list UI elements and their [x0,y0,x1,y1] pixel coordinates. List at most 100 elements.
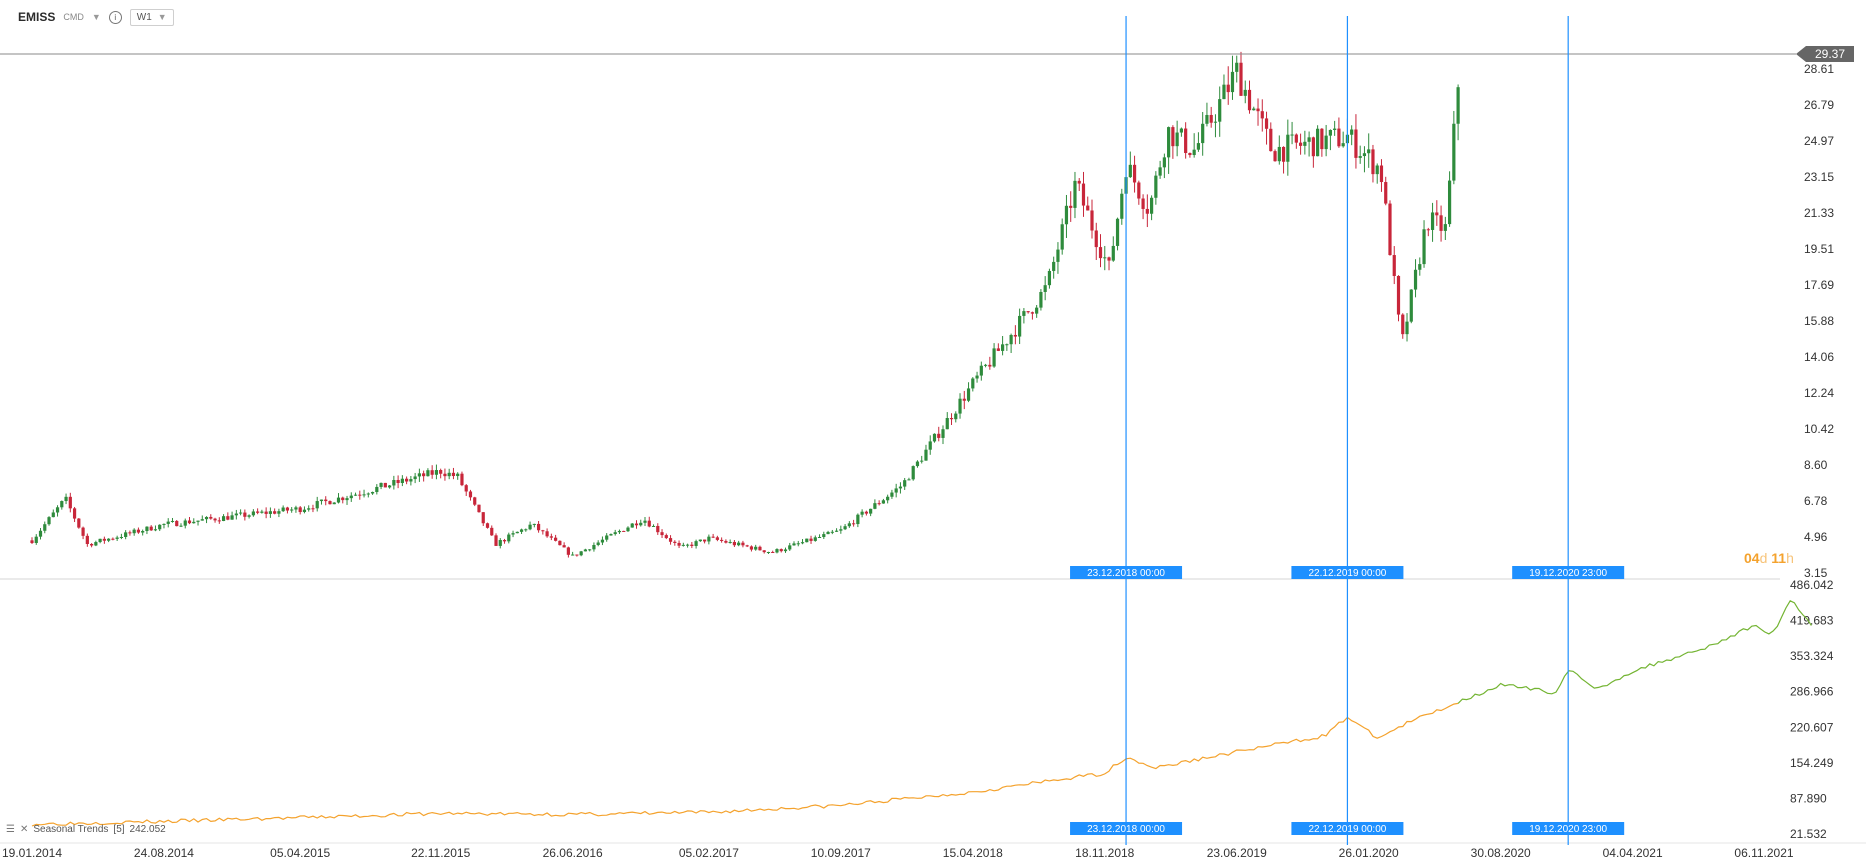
candle-down [383,482,387,488]
candle-down [1188,153,1192,156]
candle-down [85,535,89,545]
current-price-value: 29.37 [1815,47,1845,61]
candle-up [1162,157,1166,168]
candle-down [396,479,400,483]
candle-down [668,538,673,542]
candle-up [528,524,532,530]
candle-up [1205,114,1209,124]
date-tick-label: 26.06.2016 [543,846,603,860]
candle-up [694,541,698,546]
close-icon[interactable]: ✕ [19,824,29,835]
candle-up [737,542,741,546]
candle-up [596,542,600,545]
candle-up [834,530,839,532]
period-marker-label: 22.12.2019 00:00 [1308,568,1386,579]
candle-down [175,520,179,527]
period-marker-badge [1070,566,1183,579]
candle-down [1107,257,1111,261]
candle-up [409,479,413,482]
candle-down [745,545,749,547]
candle-down [1264,118,1269,129]
candle-up [162,523,166,525]
candle-up [643,520,647,523]
candle-up [775,549,779,553]
candle-down [1273,151,1277,162]
candle-up [1073,180,1077,208]
date-tick-label: 06.11.2021 [1734,846,1793,860]
candle-up [860,511,864,515]
candle-down [328,501,332,505]
date-tick-label: 15.04.2018 [943,846,1003,860]
candle-down [541,530,545,532]
candle-up [1022,311,1026,316]
candle-up [822,534,826,537]
candle-down [1026,311,1030,313]
date-tick-label: 23.06.2019 [1207,846,1267,860]
candle-down [779,549,783,552]
candle-up [609,534,613,536]
candle-up [1179,128,1183,133]
candle-up [890,492,894,497]
info-icon[interactable]: i [108,10,122,24]
candle-down [1098,247,1103,259]
candle-up [1196,143,1201,150]
candle-down [111,538,115,540]
candle-up [413,476,417,480]
candle-up [1350,129,1354,135]
market-label: CMD [63,12,84,22]
candle-up [1043,285,1047,292]
indicator-tick-label: 353.324 [1790,649,1834,663]
candle-up [1375,165,1379,175]
candle-up [387,485,392,488]
candle-up [251,511,255,516]
candle-up [1358,156,1362,158]
timeframe-select[interactable]: W1 ▼ [129,8,174,26]
candle-down [962,398,966,401]
date-tick-label: 24.08.2014 [134,846,194,860]
candle-up [247,515,251,517]
candle-up [1167,127,1171,158]
candle-down [209,516,213,519]
candle-down [30,540,34,543]
candle-up [681,544,685,546]
candle-up [1243,89,1247,96]
symbol-name: EMISS [18,10,56,24]
candle-down [213,518,217,521]
current-price-tag [1796,46,1854,62]
candle-up [707,536,711,542]
candle-down [285,507,290,511]
chevron-down-icon[interactable]: ▼ [91,12,101,22]
seasonal-line-past [31,702,1459,827]
price-tick-label: 10.42 [1804,422,1834,436]
period-marker-badge [1291,822,1404,835]
candle-up [886,496,890,501]
candle-up [124,532,128,537]
candle-up [928,441,932,450]
candle-down [1337,128,1341,147]
candle-up [294,507,298,510]
price-tick-label: 23.15 [1804,170,1834,184]
candle-up [200,519,204,521]
candle-up [353,494,358,496]
candle-down [324,499,328,502]
date-tick-label: 30.08.2020 [1471,846,1531,860]
candle-down [720,539,724,541]
candle-up [605,535,609,540]
candle-up [881,500,886,504]
list-icon[interactable]: ☰ [6,824,15,835]
candle-down [1269,128,1273,152]
candle-down [298,507,302,513]
candle-up [1409,289,1413,322]
candle-up [362,494,366,496]
candle-up [366,493,370,495]
candle-up [281,507,285,512]
candle-up [260,511,264,513]
candle-up [992,348,996,367]
candle-down [575,554,579,556]
candle-down [660,532,664,536]
candle-up [196,520,200,522]
candle-down [677,542,681,546]
candle-countdown: 04d 11h [1744,550,1794,566]
candle-up [1447,180,1452,225]
